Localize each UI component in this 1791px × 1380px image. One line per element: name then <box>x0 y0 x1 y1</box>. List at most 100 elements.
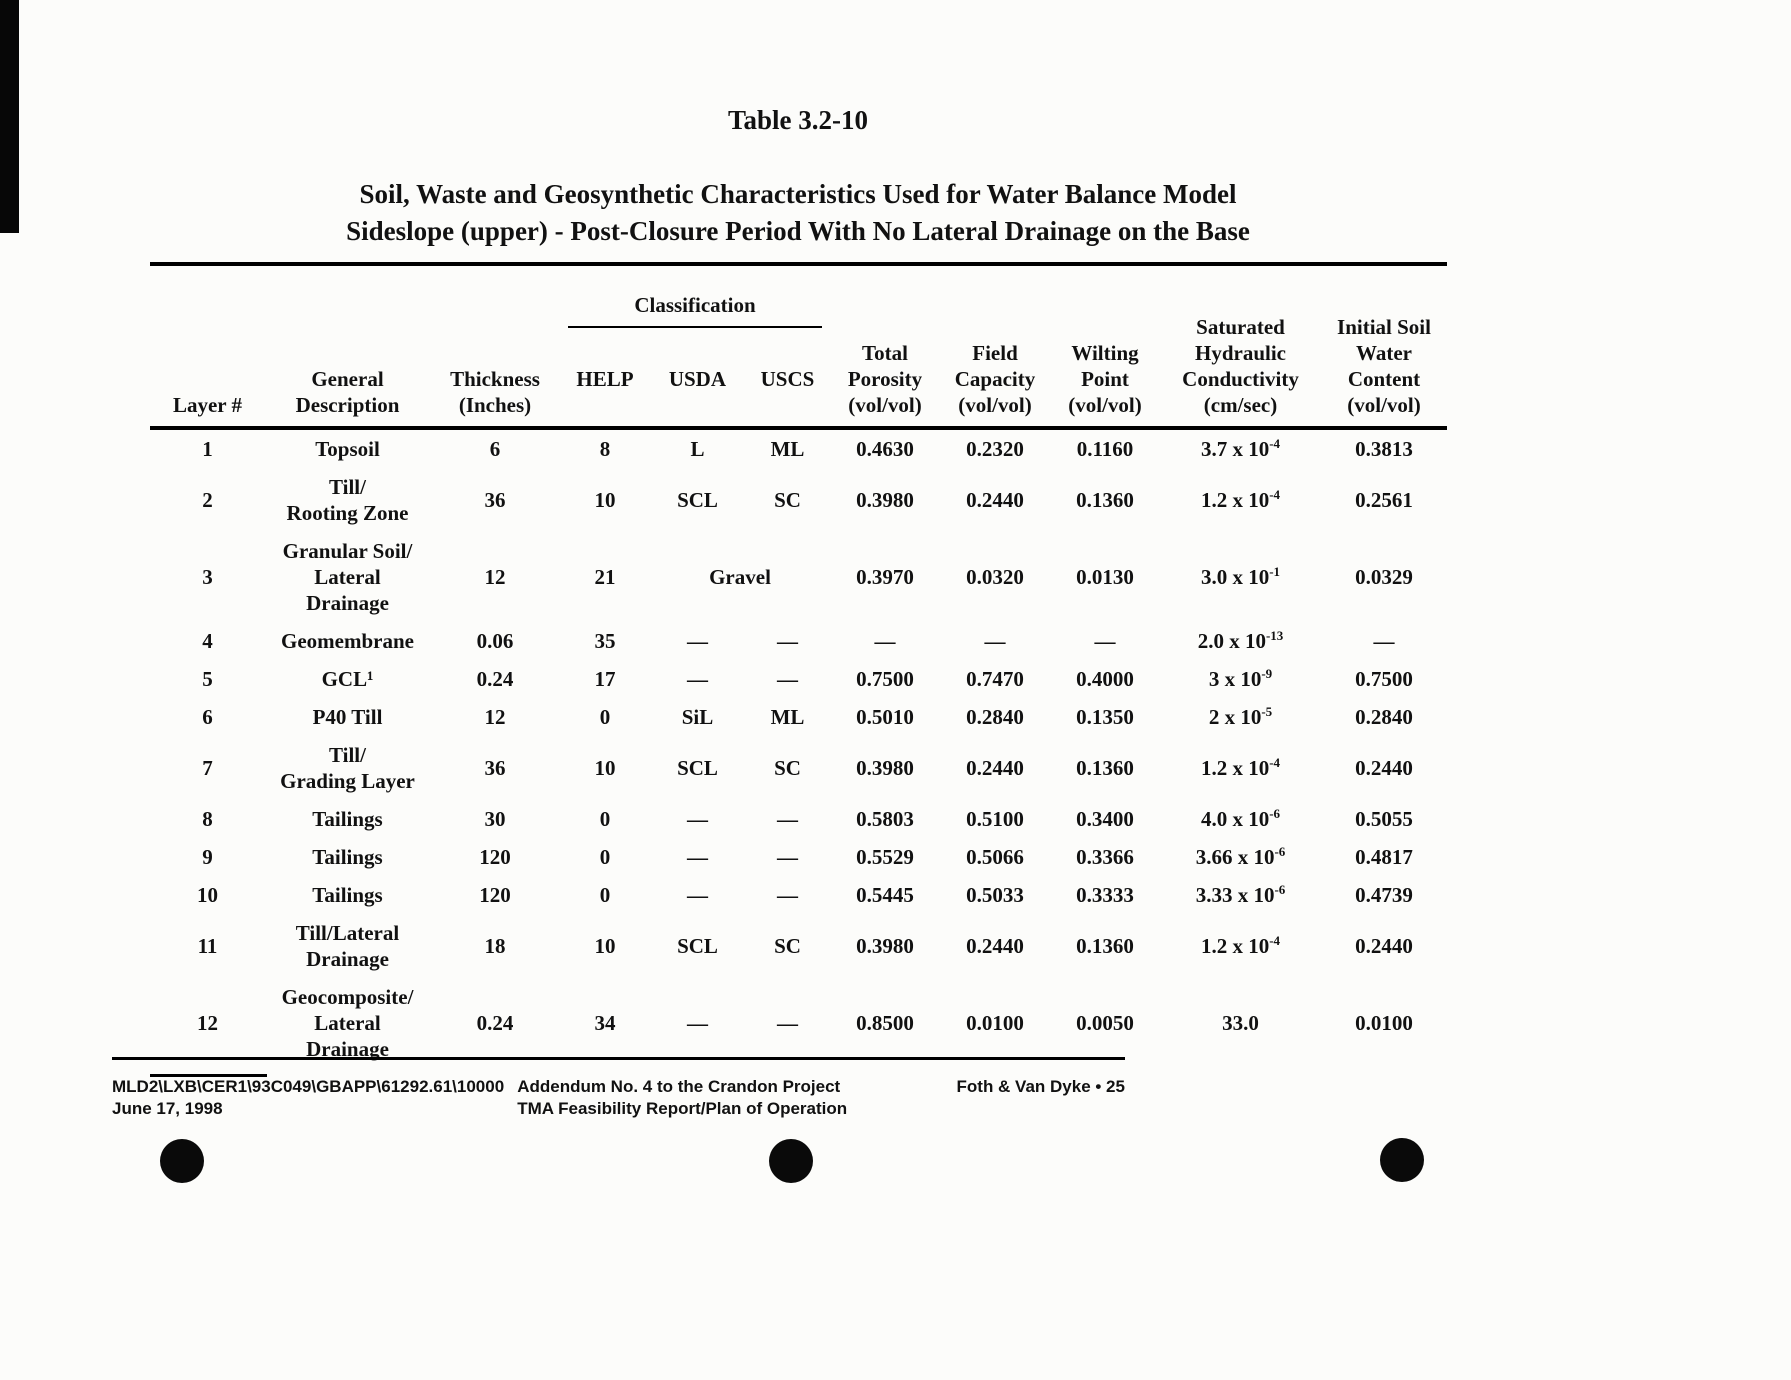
cell-field_capacity: 0.2840 <box>966 705 1024 729</box>
footer-page-reference: Foth & Van Dyke • 25 <box>956 1077 1125 1096</box>
table-top-rule <box>150 262 1447 266</box>
cell-thickness: 120 <box>479 845 511 869</box>
header-bottom-rule <box>150 426 1447 430</box>
cell-conductivity: 1.2 x 10-4 <box>1200 755 1281 780</box>
cell-help: 0 <box>599 845 611 869</box>
cell-help: 21 <box>594 565 616 589</box>
cell-description: Till/ Grading Layer <box>280 743 415 793</box>
table-bottom-partial-rule <box>150 1074 267 1077</box>
cell-help: 17 <box>594 667 616 691</box>
cell-wilting_point: 0.4000 <box>1076 667 1134 691</box>
cell-layer: 10 <box>197 883 218 907</box>
footer-file-reference: MLD2\LXB\CER1\93C049\GBAPP\61292.61\1000… <box>112 1076 517 1120</box>
cell-initial_water: 0.3813 <box>1355 437 1413 461</box>
footer-file-path: MLD2\LXB\CER1\93C049\GBAPP\61292.61\1000… <box>112 1077 505 1096</box>
cell-uscs: SC <box>774 488 801 512</box>
cell-layer: 1 <box>202 437 213 461</box>
cell-help: 34 <box>594 1011 616 1035</box>
table-row: 8 Tailings 30 0 — — 0.5803 0.5100 0.3400 4.0 x 10… <box>150 800 1447 838</box>
cell-field_capacity: 0.0100 <box>966 1011 1024 1035</box>
cell-initial_water: 0.0100 <box>1355 1011 1413 1035</box>
cell-conductivity: 3.7 x 10-4 <box>1200 436 1281 461</box>
cell-field_capacity: 0.5100 <box>966 807 1024 831</box>
col-header-conductivity: Saturated Hydraulic Conductivity (cm/sec… <box>1182 315 1299 417</box>
cell-layer: 2 <box>202 488 213 512</box>
cell-layer: 7 <box>202 756 213 780</box>
cell-thickness: 12 <box>484 705 506 729</box>
cell-porosity: 0.3980 <box>856 488 914 512</box>
cell-porosity: 0.5445 <box>856 883 914 907</box>
cell-help: 35 <box>594 629 616 653</box>
cell-description: Tailings <box>312 807 383 831</box>
table-number: Table 3.2-10 <box>727 105 869 135</box>
cell-initial_water: 0.2561 <box>1355 488 1413 512</box>
cell-wilting_point: 0.1360 <box>1076 756 1134 780</box>
cell-thickness: 6 <box>489 437 501 461</box>
cell-wilting_point: 0.3333 <box>1076 883 1134 907</box>
table-row: 5 GCL¹ 0.24 17 — — 0.7500 0.7470 0.4000 3 x 10-9 0… <box>150 660 1447 698</box>
col-header-field-capacity: Field Capacity (vol/vol) <box>954 341 1036 417</box>
cell-field_capacity: 0.2440 <box>966 488 1024 512</box>
cell-conductivity: 2 x 10-5 <box>1208 704 1273 729</box>
cell-thickness: 36 <box>484 756 506 780</box>
footer-divider <box>112 1057 1125 1060</box>
cell-field_capacity: 0.2440 <box>966 934 1024 958</box>
cell-description: Geomembrane <box>281 629 414 653</box>
characteristics-table: Layer # General Description Thickness (I… <box>150 262 1447 1068</box>
cell-field_capacity: 0.2320 <box>966 437 1024 461</box>
cell-porosity: 0.5803 <box>856 807 914 831</box>
cell-porosity: 0.3970 <box>856 565 914 589</box>
cell-wilting_point: 0.1360 <box>1076 934 1134 958</box>
cell-usda: SCL <box>677 488 718 512</box>
cell-conductivity: 4.0 x 10-6 <box>1200 806 1281 831</box>
table-row: 11 Till/Lateral Drainage 18 10 SCL SC 0.3980 0.… <box>150 914 1447 978</box>
cell-initial_water: 0.4817 <box>1355 845 1413 869</box>
cell-thickness: 12 <box>484 565 506 589</box>
table-title-line2: Sideslope (upper) - Post-Closure Period … <box>346 216 1250 246</box>
cell-field_capacity: 0.5066 <box>966 845 1024 869</box>
page-footer: MLD2\LXB\CER1\93C049\GBAPP\61292.61\1000… <box>112 1076 1125 1120</box>
col-header-uscs: USCS <box>760 367 815 391</box>
cell-description: Till/Lateral Drainage <box>295 921 400 971</box>
cell-wilting_point: — <box>1094 629 1116 653</box>
cell-initial_water: 0.5055 <box>1355 807 1413 831</box>
cell-initial_water: 0.2440 <box>1355 934 1413 958</box>
cell-thickness: 0.24 <box>476 667 514 691</box>
cell-usda: SiL <box>681 705 714 729</box>
cell-conductivity: 1.2 x 10-4 <box>1200 487 1281 512</box>
cell-porosity: 0.4630 <box>856 437 914 461</box>
cell-uscs: — <box>777 1011 798 1035</box>
classification-label: Classification <box>568 292 822 328</box>
cell-initial_water: 0.2440 <box>1355 756 1413 780</box>
table-row: 12 Geocomposite/ Lateral Drainage 0.24 34 — —… <box>150 978 1447 1068</box>
table-row: 9 Tailings 120 0 — — 0.5529 0.5066 0.3366 3.66 x … <box>150 838 1447 876</box>
cell-field_capacity: 0.0320 <box>966 565 1024 589</box>
cell-usda: — <box>687 883 708 907</box>
cell-thickness: 120 <box>479 883 511 907</box>
cell-wilting_point: 0.3400 <box>1076 807 1134 831</box>
cell-uscs: SC <box>774 934 801 958</box>
cell-porosity: — <box>874 629 896 653</box>
cell-porosity: 0.8500 <box>856 1011 914 1035</box>
cell-field_capacity: 0.2440 <box>966 756 1024 780</box>
footer-document-reference: Addendum No. 4 to the Crandon Project TM… <box>517 1076 861 1120</box>
cell-conductivity: 3.33 x 10-6 <box>1195 882 1286 907</box>
cell-wilting_point: 0.0050 <box>1076 1011 1134 1035</box>
cell-wilting_point: 0.1160 <box>1076 437 1134 461</box>
cell-description: P40 Till <box>312 705 383 729</box>
table-row: 7 Till/ Grading Layer 36 10 SCL SC 0.3980 0.244… <box>150 736 1447 800</box>
cell-layer: 3 <box>202 565 213 589</box>
cell-uscs: SC <box>774 756 801 780</box>
cell-uscs: — <box>777 845 798 869</box>
col-group-classification: Classification HELP USDA USCS <box>560 266 830 426</box>
cell-usda: SCL <box>677 934 718 958</box>
cell-layer: 12 <box>197 1011 218 1035</box>
cell-layer: 11 <box>197 934 218 958</box>
col-header-initial-water: Initial Soil Water Content (vol/vol) <box>1337 315 1431 417</box>
cell-thickness: 30 <box>484 807 506 831</box>
cell-help: 8 <box>599 437 611 461</box>
cell-help: 10 <box>594 934 616 958</box>
footer-date: June 17, 1998 <box>112 1099 223 1118</box>
cell-conductivity: 33.0 <box>1222 1011 1259 1035</box>
